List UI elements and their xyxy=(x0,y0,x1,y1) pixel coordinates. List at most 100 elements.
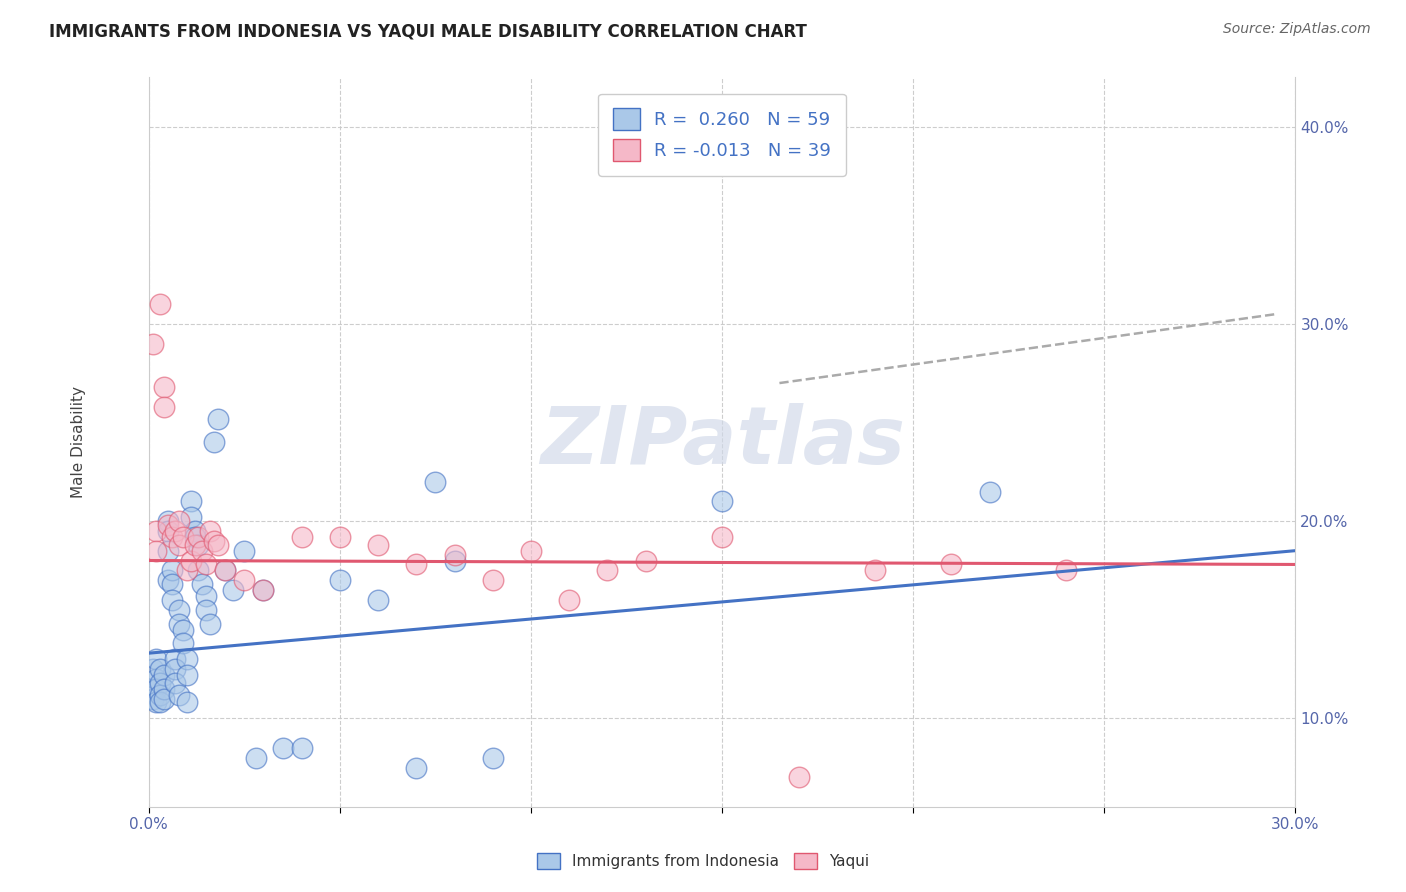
Point xyxy=(156,524,179,538)
Point xyxy=(1054,563,1077,577)
Point xyxy=(153,380,176,394)
Point xyxy=(165,524,187,538)
Point xyxy=(169,688,191,702)
Point xyxy=(160,530,183,544)
Point xyxy=(183,524,205,538)
Point xyxy=(443,548,465,562)
Point xyxy=(142,662,165,676)
Point xyxy=(160,593,183,607)
Point xyxy=(329,530,352,544)
Point xyxy=(156,543,179,558)
Point xyxy=(207,411,229,425)
Point xyxy=(367,538,389,552)
Point xyxy=(156,573,179,587)
Point xyxy=(180,494,202,508)
Point xyxy=(863,563,886,577)
Point xyxy=(142,336,165,351)
Y-axis label: Male Disability: Male Disability xyxy=(72,386,86,499)
Point xyxy=(156,518,179,533)
Point xyxy=(183,538,205,552)
Point xyxy=(214,563,236,577)
Point xyxy=(165,662,187,676)
Point xyxy=(180,510,202,524)
Point xyxy=(271,740,294,755)
Point xyxy=(198,616,221,631)
Point xyxy=(187,530,209,544)
Point xyxy=(172,530,194,544)
Point xyxy=(165,675,187,690)
Point xyxy=(443,553,465,567)
Point xyxy=(405,760,427,774)
Point xyxy=(481,750,503,764)
Point xyxy=(172,636,194,650)
Point xyxy=(145,652,167,666)
Point xyxy=(787,771,810,785)
Legend: Immigrants from Indonesia, Yaqui: Immigrants from Indonesia, Yaqui xyxy=(530,847,876,875)
Point xyxy=(195,603,218,617)
Point xyxy=(195,589,218,603)
Point xyxy=(367,593,389,607)
Point xyxy=(425,475,447,489)
Point xyxy=(711,494,734,508)
Point xyxy=(176,668,198,682)
Point xyxy=(142,691,165,706)
Point xyxy=(160,577,183,591)
Point xyxy=(191,577,214,591)
Point xyxy=(558,593,581,607)
Point xyxy=(233,543,256,558)
Point xyxy=(142,681,165,696)
Point xyxy=(149,297,172,311)
Point xyxy=(153,681,176,696)
Point xyxy=(405,558,427,572)
Point xyxy=(233,573,256,587)
Point xyxy=(198,524,221,538)
Point xyxy=(291,530,314,544)
Point xyxy=(145,681,167,696)
Point xyxy=(187,563,209,577)
Text: Source: ZipAtlas.com: Source: ZipAtlas.com xyxy=(1223,22,1371,37)
Point xyxy=(191,543,214,558)
Point xyxy=(222,583,245,598)
Point xyxy=(149,696,172,710)
Point xyxy=(176,652,198,666)
Point xyxy=(156,514,179,528)
Point xyxy=(520,543,543,558)
Point xyxy=(245,750,267,764)
Text: ZIPatlas: ZIPatlas xyxy=(540,403,904,481)
Point xyxy=(187,538,209,552)
Point xyxy=(202,533,225,548)
Point xyxy=(941,558,963,572)
Point xyxy=(634,553,657,567)
Point xyxy=(172,623,194,637)
Point xyxy=(252,583,274,598)
Point xyxy=(183,530,205,544)
Point xyxy=(180,553,202,567)
Point xyxy=(291,740,314,755)
Point xyxy=(979,484,1001,499)
Point xyxy=(153,668,176,682)
Point xyxy=(149,688,172,702)
Point xyxy=(165,652,187,666)
Text: IMMIGRANTS FROM INDONESIA VS YAQUI MALE DISABILITY CORRELATION CHART: IMMIGRANTS FROM INDONESIA VS YAQUI MALE … xyxy=(49,22,807,40)
Point xyxy=(153,400,176,414)
Point xyxy=(711,530,734,544)
Point xyxy=(329,573,352,587)
Point xyxy=(149,662,172,676)
Point xyxy=(596,563,619,577)
Point xyxy=(149,675,172,690)
Point xyxy=(160,563,183,577)
Point xyxy=(176,563,198,577)
Point xyxy=(214,563,236,577)
Point xyxy=(153,691,176,706)
Point xyxy=(169,538,191,552)
Point xyxy=(145,524,167,538)
Point xyxy=(207,538,229,552)
Point xyxy=(145,672,167,686)
Point xyxy=(252,583,274,598)
Point xyxy=(145,543,167,558)
Point xyxy=(145,696,167,710)
Point xyxy=(195,558,218,572)
Point xyxy=(169,603,191,617)
Point xyxy=(176,696,198,710)
Point xyxy=(202,435,225,450)
